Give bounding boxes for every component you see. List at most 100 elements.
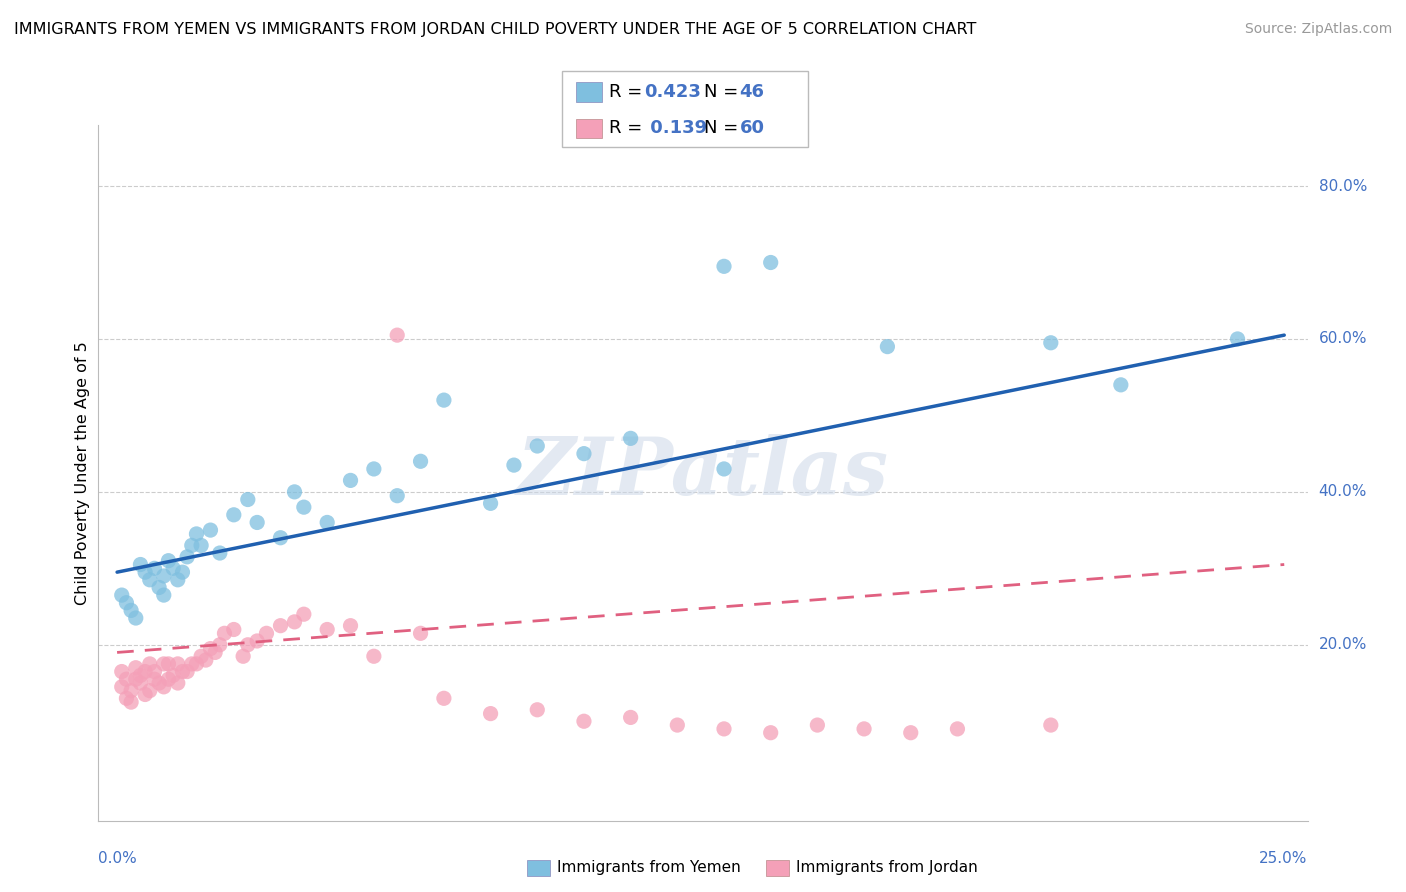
- Point: [208, 546, 231, 560]
- Point: [283, 484, 305, 499]
- Text: Immigrants from Jordan: Immigrants from Jordan: [796, 861, 977, 875]
- Point: [526, 703, 548, 717]
- Point: [853, 722, 876, 736]
- Point: [152, 657, 174, 671]
- Point: [139, 683, 162, 698]
- Point: [129, 676, 152, 690]
- Point: [363, 649, 385, 664]
- Text: 25.0%: 25.0%: [1260, 851, 1308, 866]
- Point: [1039, 718, 1062, 732]
- Text: 46: 46: [740, 83, 765, 101]
- Point: [526, 439, 548, 453]
- Point: [479, 496, 502, 510]
- Point: [387, 489, 409, 503]
- Point: [125, 611, 148, 625]
- Point: [1226, 332, 1249, 346]
- Point: [200, 523, 222, 537]
- Point: [180, 657, 202, 671]
- Point: [148, 581, 170, 595]
- Point: [236, 638, 259, 652]
- Text: 20.0%: 20.0%: [1319, 637, 1367, 652]
- Point: [148, 676, 170, 690]
- Point: [503, 458, 526, 472]
- Point: [387, 328, 409, 343]
- Point: [292, 500, 315, 515]
- Text: IMMIGRANTS FROM YEMEN VS IMMIGRANTS FROM JORDAN CHILD POVERTY UNDER THE AGE OF 5: IMMIGRANTS FROM YEMEN VS IMMIGRANTS FROM…: [14, 22, 976, 37]
- Point: [620, 431, 643, 445]
- Point: [111, 588, 134, 602]
- Text: 80.0%: 80.0%: [1319, 178, 1367, 194]
- Point: [292, 607, 315, 622]
- Point: [125, 672, 148, 686]
- Text: ZIPatlas: ZIPatlas: [517, 434, 889, 511]
- Point: [409, 626, 432, 640]
- Point: [190, 649, 212, 664]
- Point: [190, 538, 212, 552]
- Point: [339, 618, 361, 632]
- Point: [125, 661, 148, 675]
- Text: N =: N =: [704, 83, 744, 101]
- Point: [246, 516, 269, 530]
- Text: 0.139: 0.139: [644, 120, 707, 137]
- Point: [166, 676, 188, 690]
- Point: [162, 668, 184, 682]
- Point: [316, 516, 339, 530]
- Point: [246, 634, 269, 648]
- Point: [1039, 335, 1062, 350]
- Point: [256, 626, 278, 640]
- Point: [129, 558, 152, 572]
- Text: R =: R =: [609, 83, 648, 101]
- Point: [222, 623, 245, 637]
- Point: [666, 718, 689, 732]
- Point: [900, 725, 922, 739]
- Text: 0.423: 0.423: [644, 83, 700, 101]
- Point: [208, 638, 231, 652]
- Point: [176, 549, 198, 564]
- Point: [143, 665, 166, 679]
- Point: [759, 255, 782, 269]
- Point: [139, 657, 162, 671]
- Point: [143, 672, 166, 686]
- Point: [152, 569, 174, 583]
- Text: Source: ZipAtlas.com: Source: ZipAtlas.com: [1244, 22, 1392, 37]
- Point: [572, 447, 595, 461]
- Point: [139, 573, 162, 587]
- Point: [806, 718, 828, 732]
- Point: [162, 561, 184, 575]
- Point: [143, 561, 166, 575]
- Point: [946, 722, 969, 736]
- Point: [479, 706, 502, 721]
- Point: [433, 393, 456, 408]
- Point: [200, 641, 222, 656]
- Text: 60.0%: 60.0%: [1319, 332, 1367, 346]
- Point: [115, 672, 138, 686]
- Point: [172, 665, 194, 679]
- Point: [572, 714, 595, 729]
- Point: [409, 454, 432, 468]
- Point: [186, 527, 208, 541]
- Point: [134, 565, 156, 579]
- Point: [759, 725, 782, 739]
- Point: [283, 615, 305, 629]
- Point: [214, 626, 236, 640]
- Point: [120, 695, 142, 709]
- Point: [120, 603, 142, 617]
- Point: [115, 691, 138, 706]
- Point: [157, 672, 180, 686]
- Point: [172, 565, 194, 579]
- Point: [433, 691, 456, 706]
- Point: [363, 462, 385, 476]
- Point: [232, 649, 254, 664]
- Point: [180, 538, 202, 552]
- Point: [120, 683, 142, 698]
- Point: [269, 618, 291, 632]
- Point: [157, 554, 180, 568]
- Point: [876, 340, 898, 354]
- Point: [620, 710, 643, 724]
- Point: [129, 668, 152, 682]
- Point: [713, 722, 735, 736]
- Point: [236, 492, 259, 507]
- Point: [713, 260, 735, 274]
- Point: [176, 665, 198, 679]
- Point: [152, 588, 174, 602]
